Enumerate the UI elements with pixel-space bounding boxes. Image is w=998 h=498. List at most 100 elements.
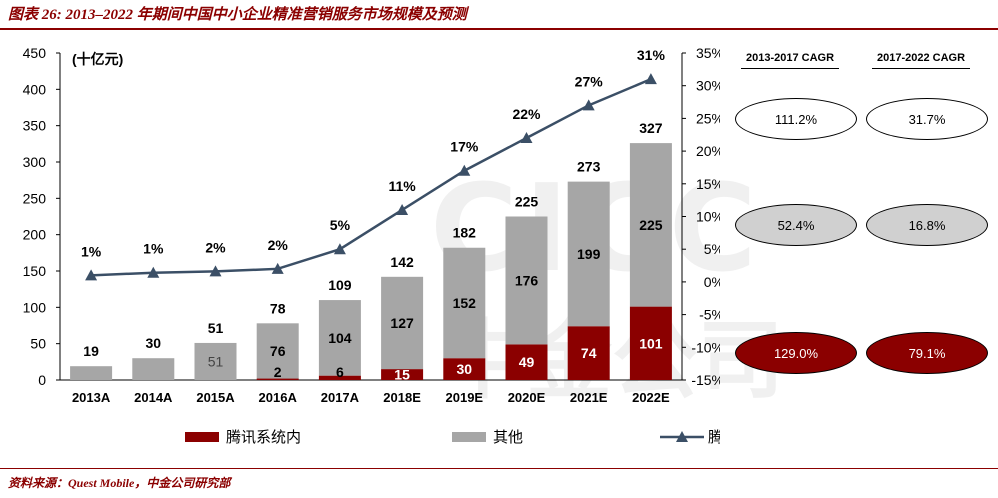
share-marker <box>147 266 160 278</box>
share-label: 27% <box>575 73 604 89</box>
bar-total-label: 327 <box>639 120 663 136</box>
x-tick-label: 2018E <box>383 390 421 405</box>
bar-tencent-label: 30 <box>457 361 473 377</box>
bar-total-label: 225 <box>515 194 539 210</box>
y2-tick-label: 0% <box>704 274 720 290</box>
title-rule <box>0 28 998 30</box>
bar-tencent-label: 49 <box>519 354 535 370</box>
share-line <box>91 78 652 277</box>
share-label: 11% <box>388 178 416 194</box>
cagr-tencent-2013-2017: 129.0% <box>735 332 857 374</box>
bar-total-label: 273 <box>577 159 601 175</box>
legend-swatch-other <box>452 432 486 442</box>
bar-other <box>381 276 424 370</box>
bar-other <box>318 300 361 376</box>
y2-tick-label: 30% <box>696 78 720 94</box>
bar-tencent <box>381 369 424 380</box>
y-tick-label: 400 <box>23 81 47 97</box>
share-label: 5% <box>330 217 351 233</box>
bar-tencent <box>256 378 299 380</box>
share-marker <box>520 132 533 144</box>
y-tick-label: 300 <box>23 154 47 170</box>
y-tick-label: 0 <box>38 372 46 388</box>
legend-swatch-tencent <box>185 432 219 442</box>
x-tick-label: 2019E <box>446 390 484 405</box>
cagr-other-2017-2022: 16.8% <box>866 204 988 246</box>
y-tick-label: 350 <box>23 118 47 134</box>
y2-tick-label: 10% <box>696 209 720 225</box>
share-label: 2% <box>205 239 226 255</box>
y-tick-label: 200 <box>23 227 47 243</box>
y2-tick-label: -10% <box>691 339 720 355</box>
y-tick-label: 150 <box>23 263 47 279</box>
y2-tick-label: 35% <box>696 45 720 61</box>
share-marker <box>396 203 409 215</box>
bar-other <box>70 366 113 380</box>
bar-tencent-label: 74 <box>581 345 597 361</box>
y-tick-label: 450 <box>23 45 47 61</box>
x-tick-label: 2017A <box>321 390 360 405</box>
bar-other-label: 76 <box>270 343 286 359</box>
chart-title: 图表 26: 2013–2022 年期间中国中小企业精准营销服务市场规模及预测 <box>8 7 467 23</box>
y2-tick-label: 5% <box>704 241 720 257</box>
bar-other <box>194 342 237 380</box>
share-label: 1% <box>143 241 164 257</box>
bar-total-label: 19 <box>83 343 99 359</box>
bar-tencent-label: 6 <box>336 364 344 380</box>
x-tick-label: 2021E <box>570 390 608 405</box>
y2-tick-label: -15% <box>691 372 720 388</box>
chart-area: 0 50 100 150 200 250 300 350 400 450 -15% -10% -5% 0%… <box>23 45 720 446</box>
share-label: 17% <box>450 139 479 155</box>
cagr-header-2-rule <box>872 68 970 69</box>
y2-tick-label: -5% <box>699 307 720 323</box>
y-tick-label: 100 <box>23 299 47 315</box>
unit-label: (十亿元) <box>72 51 123 67</box>
x-tick-label: 2016A <box>259 390 298 405</box>
bar-other-label: 176 <box>515 272 539 288</box>
bar-other-label: 104 <box>328 330 352 346</box>
bar-tencent <box>318 375 361 380</box>
bar-tencent-label: 15 <box>394 367 410 383</box>
legend-label-other: 其他 <box>493 429 523 446</box>
y2-tick-label: 25% <box>696 110 720 126</box>
share-marker <box>644 73 657 85</box>
share-marker <box>582 99 595 111</box>
legend-marker-share <box>676 431 688 442</box>
bar-other-label: 199 <box>577 246 601 262</box>
bar-other-label: 51 <box>208 353 224 369</box>
source-note: 资料来源：Quest Mobile，中金公司研究部 <box>8 476 231 490</box>
share-label: 1% <box>81 243 102 259</box>
bar-total-label: 142 <box>390 254 414 270</box>
bar-other-label: 152 <box>453 295 477 311</box>
bar-tencent-label: 2 <box>274 364 282 380</box>
bar-tencent <box>443 358 486 380</box>
bar-other <box>567 181 610 327</box>
source-rule <box>0 468 998 469</box>
y-tick-label: 50 <box>30 336 46 352</box>
share-label: 2% <box>268 237 289 253</box>
bar-other <box>256 323 299 379</box>
bar-tencent <box>505 344 548 380</box>
bar-tencent <box>567 326 610 380</box>
cagr-total-2017-2022: 31.7% <box>866 98 988 140</box>
bar-total-label: 182 <box>453 225 477 241</box>
share-label: 22% <box>512 106 541 122</box>
bar-total-label: 30 <box>146 335 162 351</box>
cagr-header-2: 2017-2022 CAGR <box>876 52 966 64</box>
cagr-header-1: 2013-2017 CAGR <box>745 52 835 64</box>
share-marker <box>209 265 222 277</box>
bar-total-label: 109 <box>328 277 352 293</box>
bar-total-label: 51 <box>208 320 224 336</box>
bar-total-label: 78 <box>270 300 286 316</box>
share-marker <box>85 269 98 281</box>
share-marker <box>271 262 284 274</box>
y2-tick-label: 20% <box>696 143 720 159</box>
cagr-tencent-2017-2022: 79.1% <box>866 332 988 374</box>
bar-tencent <box>629 306 672 380</box>
x-tick-label: 2015A <box>196 390 235 405</box>
x-tick-label: 2013A <box>72 390 111 405</box>
share-label: 31% <box>637 47 666 63</box>
bar-other <box>443 247 486 359</box>
y2-tick-label: 15% <box>696 176 720 192</box>
legend-label-tencent: 腾讯系统内 <box>226 429 301 446</box>
